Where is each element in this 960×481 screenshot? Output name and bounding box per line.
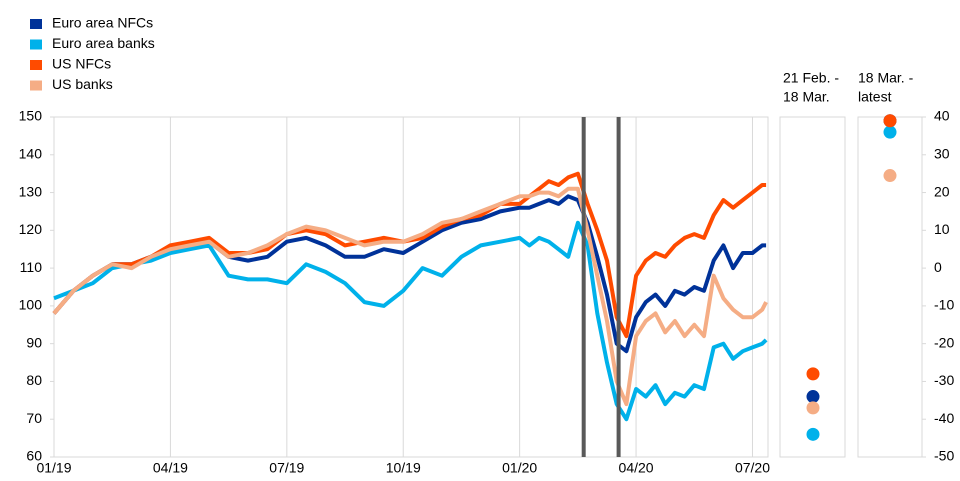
legend-label: US banks: [52, 76, 113, 92]
y-tick-label: 140: [19, 145, 43, 161]
y2-tick-label: 0: [934, 259, 942, 275]
x-tick-label: 04/19: [153, 460, 188, 476]
legend-label: Euro area banks: [52, 35, 155, 51]
data-line: [52, 194, 767, 354]
x-tick-label: 10/19: [386, 460, 421, 476]
legend-label: Euro area NFCs: [52, 15, 153, 31]
panel-header: 21 Feb. -: [783, 70, 839, 86]
y-tick-label: 110: [20, 259, 43, 275]
dot: [806, 401, 820, 415]
y-tick-label: 130: [19, 183, 43, 199]
legend-swatch: [30, 19, 42, 29]
dot: [806, 367, 820, 381]
y2-tick-label: 30: [934, 145, 950, 161]
x-tick-label: 07/20: [735, 460, 770, 476]
y-tick-label: 80: [26, 372, 42, 388]
y2-tick-label: -40: [934, 410, 954, 426]
y2-tick-label: -30: [934, 372, 954, 388]
x-tick-label: 07/19: [269, 460, 304, 476]
x-tick-label: 01/19: [36, 460, 71, 476]
dot: [883, 169, 897, 183]
y-tick-label: 90: [26, 334, 42, 350]
x-tick-label: 01/20: [502, 460, 537, 476]
legend-swatch: [30, 60, 42, 70]
y2-tick-label: 20: [934, 183, 950, 199]
plot-frame: [53, 116, 769, 458]
legend-swatch: [30, 39, 42, 50]
panel-header: 18 Mar.: [783, 89, 830, 105]
data-line: [52, 186, 768, 407]
y-tick-label: 150: [19, 108, 43, 124]
y2-tick-label: 10: [934, 221, 950, 237]
dot: [883, 114, 897, 128]
legend-swatch: [30, 80, 42, 91]
y-tick-label: 100: [19, 297, 43, 313]
panel-frame: [779, 116, 846, 458]
y-tick-label: 70: [26, 410, 42, 426]
legend-label: US NFCs: [52, 56, 111, 72]
y2-tick-label: -20: [934, 334, 954, 350]
data-line: [53, 220, 768, 422]
x-tick-label: 04/20: [619, 460, 654, 476]
dot: [806, 390, 820, 404]
y2-tick-label: 40: [934, 108, 950, 124]
y-tick-label: 60: [26, 448, 42, 464]
dot: [806, 427, 820, 441]
panel-frame: [857, 116, 923, 458]
y-tick-label: 120: [19, 221, 43, 237]
y2-tick-label: -10: [934, 297, 954, 313]
y2-tick-label: -50: [934, 448, 954, 464]
panel-header: 18 Mar. -: [858, 70, 914, 86]
panel-header: latest: [858, 89, 892, 105]
dot: [883, 125, 897, 139]
